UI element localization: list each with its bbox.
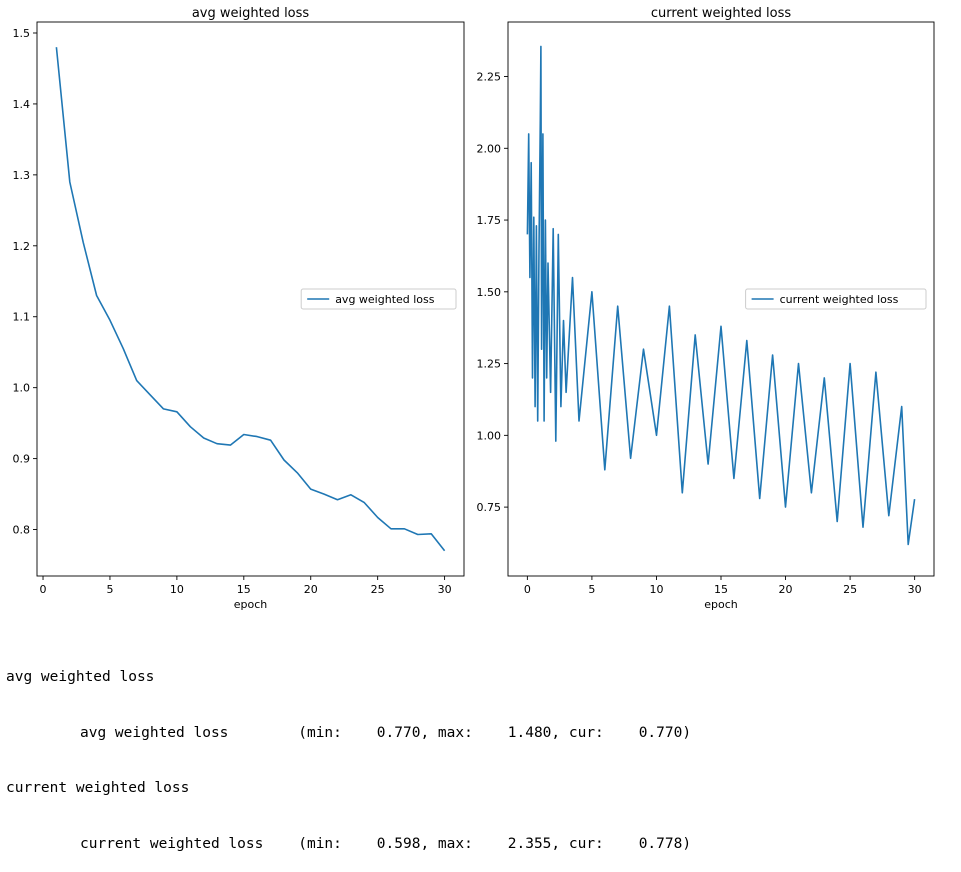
chart-title: current weighted loss [651,6,792,21]
x-tick-label: 30 [438,583,452,596]
x-tick-label: 15 [714,583,728,596]
log-line-avg-stats: avg weighted loss (min: 0.770, max: 1.48… [80,724,692,741]
y-tick-label: 1.0 [13,382,31,395]
log-line-avg-header: avg weighted loss [6,669,155,685]
y-tick-label: 2.25 [477,71,502,84]
plot-frame [36,21,465,577]
x-tick-label: 10 [649,583,663,596]
x-tick-label: 5 [106,583,113,596]
x-tick-label: 25 [371,583,385,596]
legend: avg weighted loss [300,288,457,310]
y-tick-label: 1.5 [13,27,31,40]
legend: current weighted loss [745,288,927,310]
log-line-current-header: current weighted loss [6,780,190,796]
x-axis-label: epoch [234,598,268,611]
y-tick-label: 0.75 [477,501,502,514]
y-tick-label: 0.9 [13,453,31,466]
x-tick-label: 0 [524,583,531,596]
loss-log: avg weighted loss avg weighted loss (min… [6,631,691,872]
log-line-current-stats: current weighted loss (min: 0.598, max: … [80,835,692,852]
legend-label: current weighted loss [780,293,899,306]
legend-box [300,288,457,310]
legend-box [745,288,927,310]
x-tick-label: 0 [40,583,47,596]
series-line-0 [526,45,916,546]
y-tick-label: 1.00 [477,429,502,442]
x-tick-label: 20 [779,583,793,596]
y-tick-label: 1.25 [477,358,502,371]
y-tick-label: 2.00 [477,142,502,155]
chart-title: avg weighted loss [192,6,310,21]
x-tick-label: 15 [237,583,251,596]
x-tick-label: 5 [588,583,595,596]
y-tick-label: 1.75 [477,214,502,227]
x-tick-label: 20 [304,583,318,596]
y-tick-label: 0.8 [13,524,31,537]
y-tick-label: 1.50 [477,286,502,299]
y-tick-label: 1.1 [13,311,31,324]
charts-area: 0 5 10 15 20 25 30 0.8 0.9 1.0 1.1 1.2 1.3 1.4 1.5 avg … [13,6,935,611]
y-tick-label: 1.2 [13,240,31,253]
x-axis-label: epoch [704,598,738,611]
y-tick-label: 1.3 [13,169,31,182]
series-line-0 [55,47,446,552]
y-tick-label: 1.4 [13,98,31,111]
avg-weighted-loss-chart: 0 5 10 15 20 25 30 0.8 0.9 1.0 1.1 1.2 1.3 1.4 1.5 avg … [13,6,465,611]
x-tick-label: 10 [170,583,184,596]
x-tick-label: 30 [908,583,922,596]
x-tick-label: 25 [843,583,857,596]
current-weighted-loss-chart: 0 5 10 15 20 25 30 0.75 1.00 1.25 1.50 1.75 2.00 2.25… [477,6,935,611]
legend-label: avg weighted loss [335,293,435,306]
